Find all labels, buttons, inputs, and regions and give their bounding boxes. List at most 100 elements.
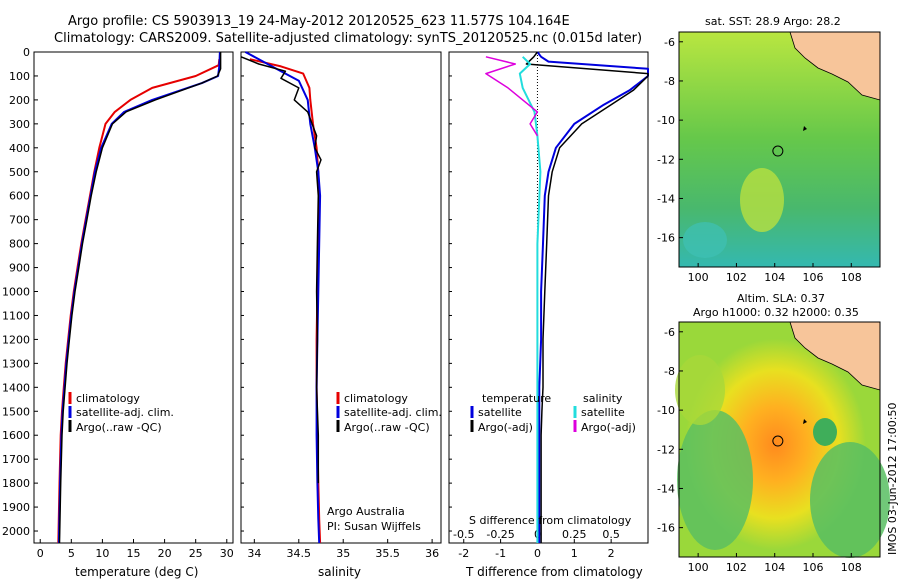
depth-tick-label: 1700 xyxy=(2,453,30,466)
header-line1: Argo profile: CS 5903913_19 24-May-2012 … xyxy=(68,14,570,29)
depth-tick-label: 300 xyxy=(9,118,30,131)
legend-label-argo: Argo(..raw -QC) xyxy=(76,421,162,434)
x-tick-label: 0 xyxy=(37,547,44,560)
legend-label-t-argo: Argo(-adj) xyxy=(478,421,533,434)
series-line-2 xyxy=(244,51,322,544)
s-difference-xlabel: S difference from climatology xyxy=(469,514,632,527)
depth-tick-label: 400 xyxy=(9,142,30,155)
series-line-1 xyxy=(249,58,322,544)
legend-title-salinity: salinity xyxy=(583,392,623,405)
sst-warm-patch xyxy=(740,168,784,232)
x-tick-label: 0 xyxy=(534,547,541,560)
lon-tick-label: 102 xyxy=(726,561,747,574)
series-line-2 xyxy=(525,51,649,543)
depth-tick-label: 1000 xyxy=(2,286,30,299)
difference-panel: -2 -1 0 1 2 -0.5 -0.25 0 0.25 0.5 S difference f… xyxy=(448,51,649,579)
x-tick-label: 36 xyxy=(425,547,439,560)
lat-tick-label: -16 xyxy=(657,522,675,535)
depth-tick-label: 1200 xyxy=(2,333,30,346)
sla-mid-west xyxy=(675,355,725,425)
x-tick-label: -1 xyxy=(495,547,506,560)
lon-tick-label: 100 xyxy=(688,561,709,574)
header-line2: Climatology: CARS2009. Satellite-adjuste… xyxy=(54,31,642,46)
lon-tick-label: 104 xyxy=(764,561,785,574)
lat-tick-label: -6 xyxy=(664,326,675,339)
salinity-tick-labels: 34 34.5 35 35.5 36 xyxy=(247,539,439,560)
java-landmass-highlight xyxy=(840,38,878,72)
legend-label-climatology: climatology xyxy=(76,392,140,405)
sst-map-frame xyxy=(678,31,881,268)
lat-tick-label: -10 xyxy=(657,114,675,127)
depth-tick-label: 1400 xyxy=(2,381,30,394)
temperature-tick-labels: 0 5 10 15 20 25 30 xyxy=(37,539,234,560)
depth-tick-label: 1500 xyxy=(2,405,30,418)
x-tick-label: 15 xyxy=(127,547,141,560)
small-island-marker xyxy=(803,419,807,424)
depth-tick-label: 1100 xyxy=(2,309,30,322)
legend-label-satellite: satellite-adj. clim. xyxy=(344,406,442,419)
legend-label-satellite: satellite-adj. clim. xyxy=(76,406,174,419)
series-line-2 xyxy=(57,51,221,544)
legend-label-climatology: climatology xyxy=(344,392,408,405)
depth-tick-label: 800 xyxy=(9,238,30,251)
series-line-1 xyxy=(536,51,649,543)
depth-tick-label: 700 xyxy=(9,214,30,227)
difference-lines xyxy=(485,51,649,543)
sla-low-southeast xyxy=(810,442,890,558)
sst-cool-patch xyxy=(683,222,727,258)
lon-tick-label: 108 xyxy=(841,561,862,574)
series-line-3 xyxy=(58,52,222,544)
salinity-xlabel: salinity xyxy=(318,565,361,579)
legend-label-s-argo: Argo(-adj) xyxy=(581,421,636,434)
sla-map-tick-labels: 100 102 104 106 108 -6 -8 -10 -12 -14 -16 xyxy=(657,326,862,574)
sla-map-title: Altim. SLA: 0.37 xyxy=(737,292,825,305)
sla-map-subtitle: Argo h1000: 0.32 h2000: 0.35 xyxy=(693,306,859,319)
x-tick-label-top: 0.25 xyxy=(562,528,587,541)
x-tick-label: 5 xyxy=(68,547,75,560)
x-tick-label-top: -0.25 xyxy=(486,528,514,541)
depth-tick-label: 1800 xyxy=(2,477,30,490)
x-tick-label: 25 xyxy=(189,547,203,560)
depth-tick-label: 1900 xyxy=(2,501,30,514)
difference-axes xyxy=(448,51,649,544)
salinity-legend: climatology satellite-adj. clim. Argo(..… xyxy=(336,392,442,434)
lon-tick-label: 104 xyxy=(764,271,785,284)
t-difference-xlabel: T difference from climatology xyxy=(465,565,643,579)
sla-map-frame xyxy=(678,321,881,558)
x-tick-label: 1 xyxy=(571,547,578,560)
temperature-xlabel: temperature (deg C) xyxy=(75,565,198,579)
argo-float-marker xyxy=(772,145,784,157)
depth-tick-label: 900 xyxy=(9,262,30,275)
sst-map: sat. SST: 28.9 Argo: 28.2 100 102 104 106 10… xyxy=(657,15,881,284)
salinity-panel: 34 34.5 35 35.5 36 salinity climatology sate… xyxy=(240,51,442,579)
x-tick-label: 35 xyxy=(336,547,350,560)
temperature-panel: 0100200300400500600700800900100011001200… xyxy=(2,46,452,579)
lat-tick-label: -16 xyxy=(657,232,675,245)
temperature-lines xyxy=(57,51,222,544)
credit-institution: Argo Australia xyxy=(327,505,405,518)
depth-tick-label: 2000 xyxy=(2,525,30,538)
x-tick-label: 20 xyxy=(158,547,172,560)
series-line-3 xyxy=(240,56,322,484)
x-tick-label-top: -0.5 xyxy=(453,528,474,541)
depth-tick-labels: 0 100 200 300 400 500 600 700 800 900 1000 1100 1200… xyxy=(2,46,452,538)
salinity-lines xyxy=(240,51,322,544)
x-tick-label: 10 xyxy=(95,547,109,560)
lon-tick-label: 100 xyxy=(688,271,709,284)
depth-tick-label: 1300 xyxy=(2,357,30,370)
lat-tick-label: -12 xyxy=(657,443,675,456)
legend-label-t-satellite: satellite xyxy=(478,406,522,419)
lat-tick-label: -12 xyxy=(657,153,675,166)
x-tick-label-top: 0.5 xyxy=(602,528,620,541)
lon-tick-label: 102 xyxy=(726,271,747,284)
x-tick-label: 35.5 xyxy=(375,547,400,560)
legend-label-argo: Argo(..raw -QC) xyxy=(344,421,430,434)
legend-label-s-satellite: satellite xyxy=(581,406,625,419)
depth-tick-label: 1600 xyxy=(2,429,30,442)
sst-map-title: sat. SST: 28.9 Argo: 28.2 xyxy=(705,15,841,28)
sla-low-west xyxy=(677,410,753,550)
difference-legend: temperature satellite Argo(-adj) salinit… xyxy=(470,392,636,434)
lat-tick-label: -14 xyxy=(657,482,675,495)
salinity-axes xyxy=(240,51,442,544)
